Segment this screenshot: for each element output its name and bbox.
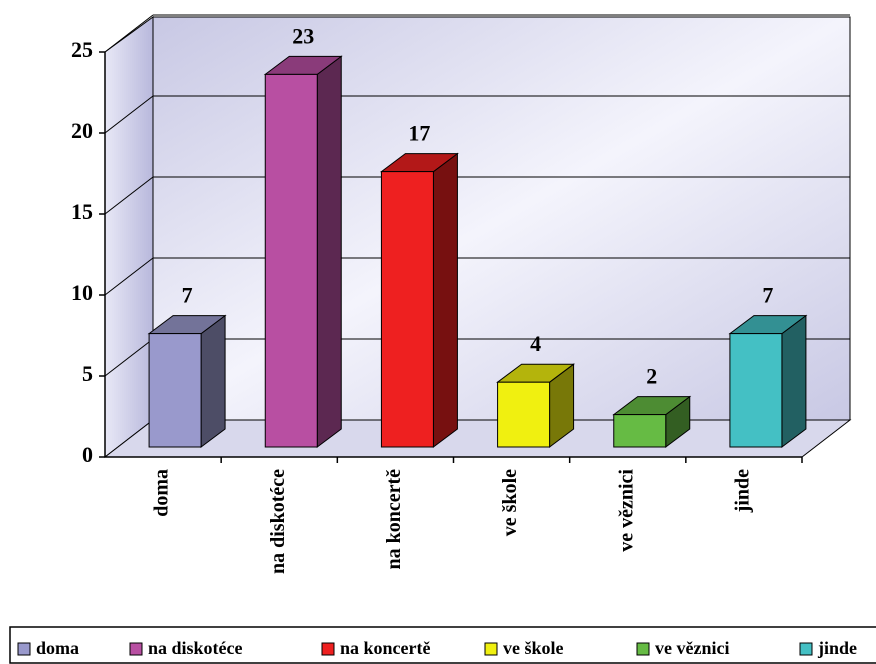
data-label: 4 [530,331,541,356]
legend-label: ve škole [503,638,564,658]
legend-label: ve věznici [655,638,729,658]
legend-swatch [129,642,143,656]
bar [729,333,783,448]
data-label: 7 [182,283,193,308]
x-tick-label: na koncertě [383,469,405,570]
legend-label: na koncertě [340,638,430,658]
legend-swatch [321,642,335,656]
side-wall [104,16,154,459]
data-label: 23 [292,23,314,48]
x-tick-label: ve škole [499,469,521,536]
x-tick-label: jinde [732,469,754,513]
bar-side [316,55,342,448]
y-tick-label: 0 [82,442,93,467]
grid-line [104,14,154,53]
legend-box [9,626,876,664]
legend-swatch [799,642,813,656]
bar-side [781,314,807,448]
x-tick-label: doma [151,469,173,517]
data-label: 17 [408,121,430,146]
bar-side [200,314,226,448]
plot: 0 5 10 15 20 25 7 doma 23 na diskotéce 17 na koncer… [71,14,850,574]
bar [148,333,202,448]
grid-line [104,257,154,296]
data-label: 2 [646,364,657,389]
bar [497,381,551,448]
legend-label: na diskotéce [148,638,243,658]
bar-side [432,152,458,448]
y-tick-label: 25 [71,37,93,62]
data-label: 7 [762,283,773,308]
y-tick-label: 5 [82,361,93,386]
bar [613,414,667,448]
bar [264,73,318,448]
legend-swatch [484,642,498,656]
y-tick-label: 15 [71,199,93,224]
bar [380,171,434,448]
y-tick-label: 10 [71,280,93,305]
legend-label: doma [36,638,79,658]
legend-swatch [636,642,650,656]
x-tick-label: ve věznici [615,469,637,552]
x-tick-label: na diskotéce [267,469,289,574]
grid-line [104,176,154,215]
grid-line [104,95,154,134]
legend-swatch [17,642,31,656]
grid-line [104,338,154,377]
y-tick-label: 20 [71,118,93,143]
legend-label: jinde [817,638,857,658]
